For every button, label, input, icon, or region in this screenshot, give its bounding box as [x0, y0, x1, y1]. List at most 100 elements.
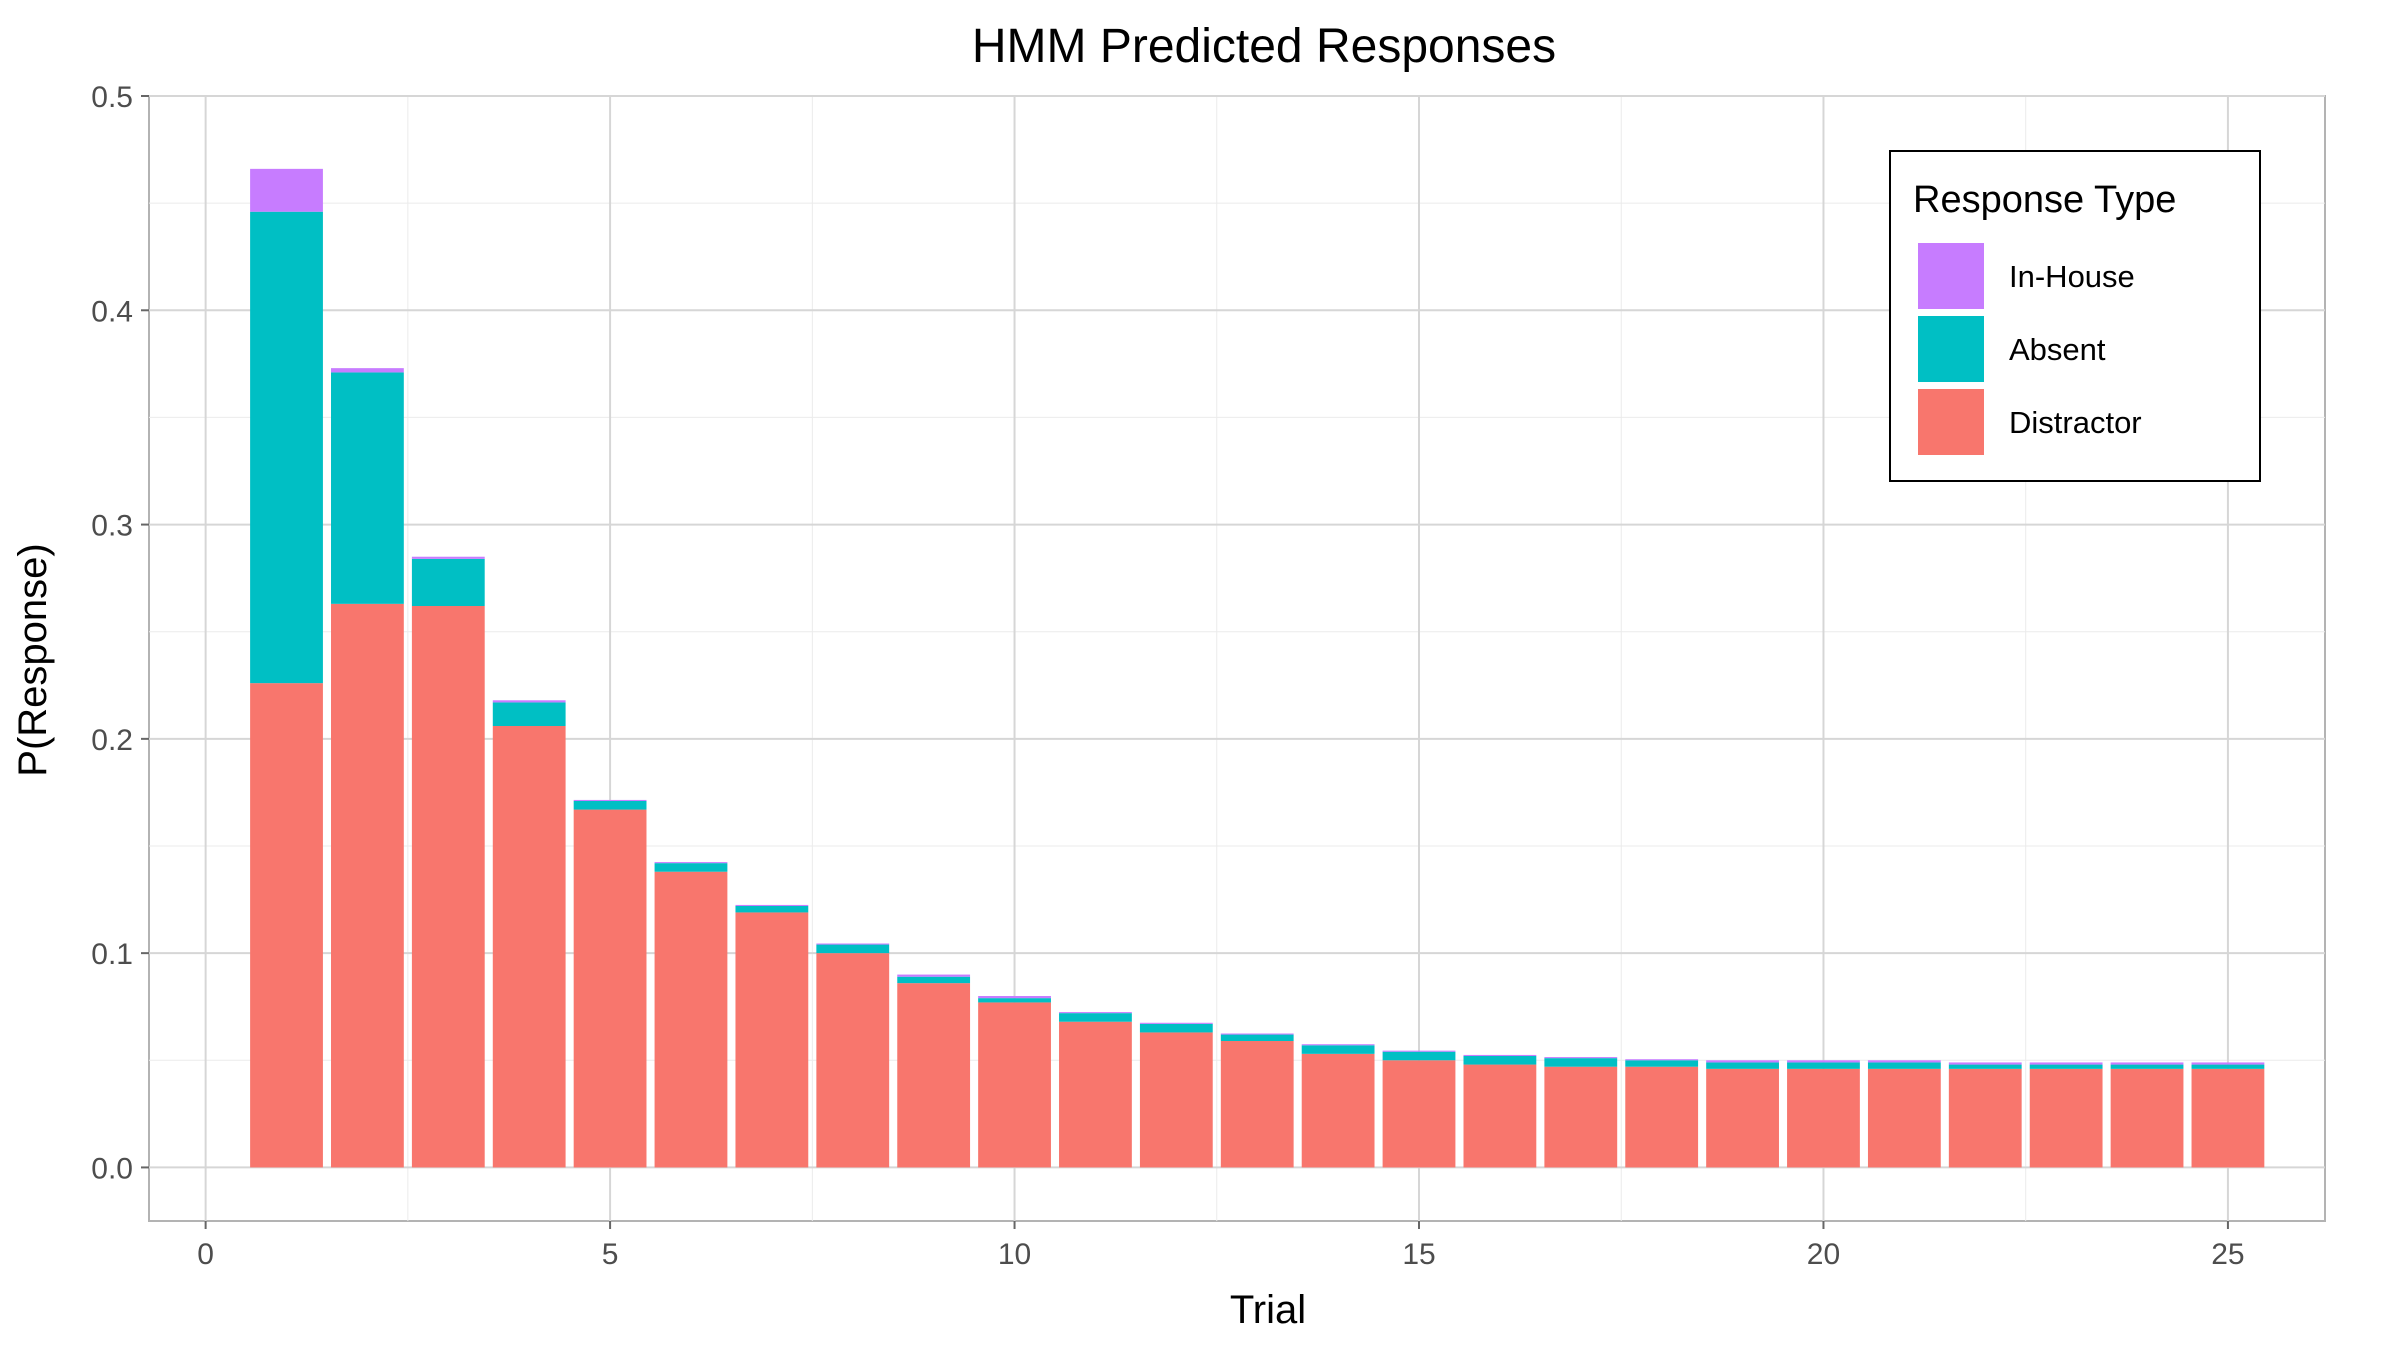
x-axis-ticks: 0 5 10 15 20 25 — [197, 1221, 2245, 1271]
bar-absent-trial-12 — [1139, 1023, 1213, 1033]
bar-in-house-trial-15 — [1382, 1050, 1456, 1052]
bar-distractor-trial-10 — [978, 1002, 1051, 1168]
bar-absent-trial-14 — [1301, 1045, 1375, 1054]
bar-in-house-trial-20 — [1787, 1060, 1860, 1063]
y-axis-title: P(Response) — [11, 543, 55, 776]
bar-distractor-trial-12 — [1139, 1032, 1213, 1168]
bar-absent-trial-18 — [1625, 1060, 1699, 1067]
y-tick-label-0: 0.0 — [91, 1152, 133, 1185]
x-tick-label-1: 5 — [602, 1238, 619, 1271]
y-tick-label-1: 0.1 — [91, 938, 133, 971]
legend-label-in-house: In-House — [2009, 259, 2135, 294]
bar-distractor-trial-5 — [573, 809, 647, 1168]
bar-absent-trial-5 — [573, 801, 647, 810]
x-tick-label-2: 10 — [998, 1238, 1031, 1271]
legend-title: Response Type — [1913, 179, 2176, 221]
bar-in-house-trial-7 — [735, 904, 809, 906]
bar-in-house-trial-16 — [1463, 1054, 1537, 1056]
bar-distractor-trial-17 — [1544, 1066, 1618, 1168]
bar-distractor-trial-6 — [654, 871, 728, 1168]
y-tick-label-4: 0.4 — [91, 295, 133, 328]
bar-absent-trial-7 — [735, 906, 809, 913]
bar-in-house-trial-3 — [411, 556, 485, 559]
bar-distractor-trial-3 — [411, 606, 485, 1168]
y-tick-label-2: 0.2 — [91, 724, 133, 757]
bar-in-house-trial-11 — [1059, 1012, 1132, 1014]
y-tick-label-3: 0.3 — [91, 510, 133, 543]
bar-in-house-trial-2 — [331, 368, 404, 373]
bar-in-house-trial-14 — [1301, 1044, 1375, 1046]
x-tick-label-5: 25 — [2211, 1238, 2244, 1271]
bars — [250, 168, 2265, 1168]
x-tick-label-0: 0 — [197, 1238, 214, 1271]
bar-distractor-trial-7 — [735, 912, 809, 1168]
legend-items: In-House Absent Distractor — [1918, 243, 2142, 455]
bar-distractor-trial-1 — [250, 683, 323, 1168]
bar-in-house-trial-6 — [654, 862, 728, 864]
bar-absent-trial-4 — [492, 702, 566, 726]
bar-absent-trial-6 — [654, 863, 728, 872]
bar-absent-trial-16 — [1463, 1056, 1537, 1065]
bar-absent-trial-13 — [1220, 1034, 1294, 1041]
bar-distractor-trial-25 — [2191, 1068, 2265, 1168]
bar-in-house-trial-23 — [2029, 1062, 2103, 1065]
bar-absent-trial-10 — [978, 998, 1051, 1003]
legend-label-absent: Absent — [2009, 332, 2106, 367]
bar-absent-trial-23 — [2029, 1064, 2103, 1069]
bar-distractor-trial-4 — [492, 726, 566, 1168]
bar-in-house-trial-4 — [492, 700, 566, 703]
bar-in-house-trial-5 — [573, 799, 647, 801]
bar-distractor-trial-22 — [1948, 1068, 2022, 1168]
bar-absent-trial-24 — [2110, 1064, 2184, 1069]
bar-absent-trial-25 — [2191, 1064, 2265, 1069]
bar-in-house-trial-24 — [2110, 1062, 2184, 1065]
legend-swatch-absent — [1918, 316, 1984, 382]
bar-distractor-trial-19 — [1706, 1068, 1779, 1168]
x-axis-title: Trial — [1230, 1288, 1306, 1332]
bar-absent-trial-9 — [897, 976, 971, 984]
bar-distractor-trial-13 — [1220, 1041, 1294, 1168]
bar-absent-trial-2 — [331, 372, 404, 604]
bar-in-house-trial-19 — [1706, 1060, 1779, 1063]
bar-distractor-trial-24 — [2110, 1068, 2184, 1168]
bar-absent-trial-1 — [250, 211, 323, 684]
chart-title: HMM Predicted Responses — [972, 20, 1556, 73]
bar-distractor-trial-2 — [331, 603, 404, 1168]
bar-distractor-trial-15 — [1382, 1060, 1456, 1168]
legend-swatch-in-house — [1918, 243, 1984, 309]
bar-distractor-trial-9 — [897, 983, 971, 1168]
bar-in-house-trial-12 — [1139, 1022, 1213, 1024]
bar-distractor-trial-8 — [816, 953, 890, 1168]
bar-in-house-trial-1 — [250, 168, 323, 212]
x-tick-label-4: 20 — [1807, 1238, 1840, 1271]
bar-absent-trial-22 — [1948, 1064, 2022, 1069]
bar-distractor-trial-20 — [1787, 1068, 1860, 1168]
bar-distractor-trial-14 — [1301, 1053, 1375, 1168]
bar-in-house-trial-8 — [816, 943, 890, 945]
bar-in-house-trial-21 — [1867, 1060, 1941, 1063]
bar-distractor-trial-18 — [1625, 1066, 1699, 1168]
bar-absent-trial-20 — [1787, 1062, 1860, 1069]
bar-in-house-trial-22 — [1948, 1062, 2022, 1065]
bar-in-house-trial-18 — [1625, 1059, 1699, 1061]
bar-distractor-trial-23 — [2029, 1068, 2103, 1168]
bar-absent-trial-3 — [411, 558, 485, 606]
y-tick-label-5: 0.5 — [91, 81, 133, 114]
bar-in-house-trial-25 — [2191, 1062, 2265, 1065]
bar-distractor-trial-21 — [1867, 1068, 1941, 1168]
bar-in-house-trial-17 — [1544, 1057, 1618, 1059]
bar-absent-trial-21 — [1867, 1062, 1941, 1069]
bar-distractor-trial-11 — [1059, 1021, 1132, 1168]
legend: Response Type In-House Absent Distractor — [1889, 150, 2261, 482]
bar-in-house-trial-10 — [978, 996, 1051, 999]
x-tick-label-3: 15 — [1402, 1238, 1435, 1271]
bar-absent-trial-17 — [1544, 1058, 1618, 1067]
y-axis-ticks: 0.0 0.1 0.2 0.3 0.4 0.5 — [91, 81, 149, 1185]
bar-absent-trial-19 — [1706, 1062, 1779, 1069]
bar-absent-trial-11 — [1059, 1013, 1132, 1022]
bar-distractor-trial-16 — [1463, 1064, 1537, 1168]
bar-in-house-trial-13 — [1220, 1033, 1294, 1035]
bar-in-house-trial-9 — [897, 974, 971, 977]
bar-absent-trial-8 — [816, 944, 890, 954]
